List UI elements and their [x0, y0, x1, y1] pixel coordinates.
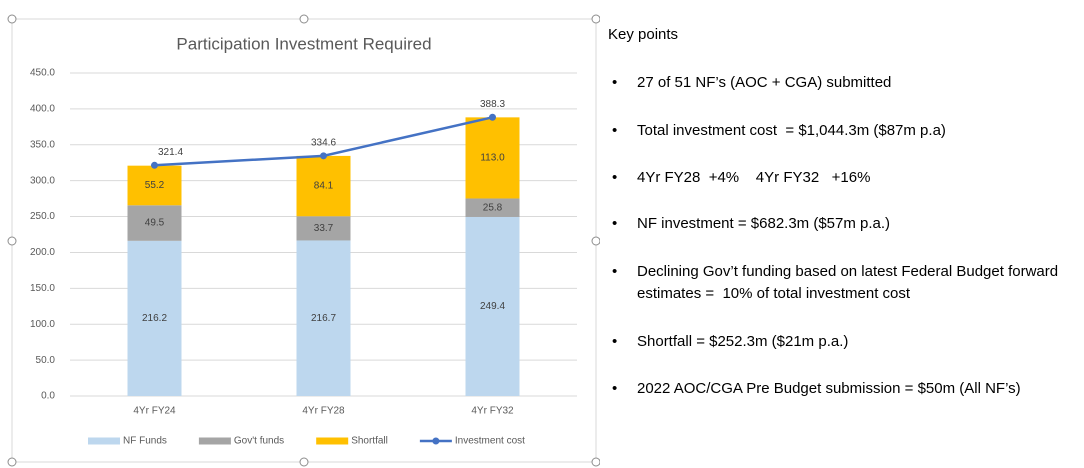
bar-segment	[465, 216, 520, 396]
key-point-text: Total investment cost = $1,044.3m ($87m …	[637, 122, 946, 139]
y-tick-label: 400.0	[30, 104, 55, 115]
y-tick-label: 100.0	[30, 319, 55, 330]
data-label: 388.3	[480, 99, 505, 110]
data-label: 49.5	[145, 218, 165, 229]
bar-segment	[465, 117, 520, 199]
bullet: •	[612, 333, 618, 350]
bullet: •	[612, 215, 618, 232]
chart-title: Participation Investment Required	[176, 34, 431, 53]
legend-swatch	[198, 437, 231, 445]
legend-swatch	[316, 437, 349, 445]
data-label: 55.2	[145, 180, 165, 191]
x-tick-label: 4Yr FY32	[471, 406, 514, 417]
bar-segment	[296, 216, 351, 241]
bar-segment	[127, 205, 182, 241]
line-marker	[151, 161, 158, 169]
key-point: • Total investment cost = $1,044.3m ($87m…	[608, 120, 1078, 142]
bar-segment	[465, 198, 520, 217]
key-points-title: Key points	[608, 26, 679, 43]
data-label: 113.0	[480, 153, 505, 164]
key-points: Key points • 27 of 51 NF’s (AOC + CGA) su…	[608, 0, 1084, 468]
data-label: 216.7	[311, 313, 336, 324]
bar-segment	[127, 240, 182, 396]
legend-label: Gov't funds	[234, 436, 284, 447]
legend-label: Investment cost	[455, 436, 525, 447]
key-point: • Shortfall = $252.3m ($21m p.a.)	[608, 331, 1078, 353]
key-point: • NF investment = $682.3m ($57m p.a.)	[608, 213, 1078, 235]
y-tick-label: 350.0	[30, 139, 55, 150]
data-label: 84.1	[314, 181, 334, 192]
bullet: •	[612, 74, 618, 91]
y-tick-label: 200.0	[30, 247, 55, 258]
key-point: • 2022 AOC/CGA Pre Budget submission = $5…	[608, 378, 1078, 400]
bar-segment	[296, 240, 351, 396]
key-point-text: Shortfall = $252.3m ($21m p.a.)	[637, 333, 849, 350]
y-tick-label: 250.0	[30, 211, 55, 222]
legend-marker	[432, 437, 440, 445]
legend-label: NF Funds	[123, 436, 167, 447]
key-point: • 27 of 51 NF’s (AOC + CGA) submitted	[608, 72, 1078, 94]
y-tick-label: 50.0	[36, 355, 56, 366]
line-marker	[489, 113, 496, 121]
x-tick-label: 4Yr FY28	[302, 406, 345, 417]
bullet: •	[612, 169, 618, 186]
key-point-text: Declining Gov’t funding based on latest …	[637, 263, 1063, 302]
bullet: •	[612, 263, 618, 280]
key-point-text: 2022 AOC/CGA Pre Budget submission = $50…	[637, 380, 1021, 397]
chart: Participation Investment Required 0.0 50.…	[7, 14, 600, 467]
selection-handles	[7, 14, 600, 467]
y-tick-label: 450.0	[30, 68, 55, 79]
key-point-text: 27 of 51 NF’s (AOC + CGA) submitted	[637, 74, 892, 91]
line-marker	[320, 152, 327, 160]
data-label: 334.6	[311, 137, 336, 148]
bullet: •	[612, 122, 618, 139]
bullet: •	[612, 380, 618, 397]
key-point-text: 4Yr FY28 +4% 4Yr FY32 +16%	[637, 169, 871, 186]
data-label: 33.7	[314, 223, 334, 234]
x-tick-label: 4Yr FY24	[133, 406, 176, 417]
y-tick-label: 0.0	[41, 391, 55, 402]
key-point-text: NF investment = $682.3m ($57m p.a.)	[637, 215, 891, 232]
legend-label: Shortfall	[351, 436, 388, 447]
key-point: • 4Yr FY28 +4% 4Yr FY32 +16%	[608, 167, 1078, 189]
key-point: • Declining Gov’t funding based on latest…	[608, 261, 1078, 305]
data-label: 249.4	[480, 301, 505, 312]
legend-swatch	[88, 437, 120, 445]
bar-segment	[296, 155, 351, 217]
data-label: 321.4	[158, 147, 183, 158]
bar-segment	[127, 165, 182, 206]
y-tick-label: 150.0	[30, 283, 55, 294]
data-label: 216.2	[142, 313, 167, 324]
y-tick-label: 300.0	[30, 175, 55, 186]
data-label: 25.8	[483, 202, 503, 213]
